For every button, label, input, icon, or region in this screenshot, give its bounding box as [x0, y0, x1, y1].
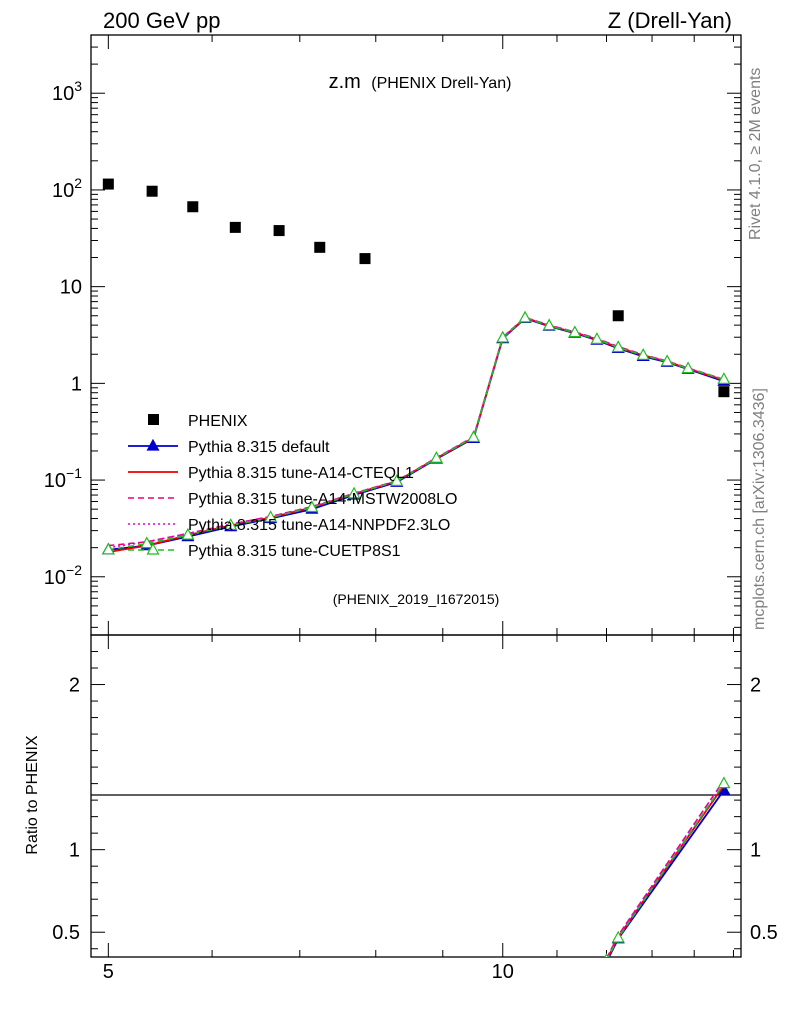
- ratio-marker: [604, 953, 609, 957]
- data-point: [229, 221, 241, 233]
- ratio-line-0: [608, 789, 725, 957]
- y-tick-label-exp: −2: [66, 562, 82, 578]
- plot-title-sub: (PHENIX Drell-Yan): [371, 75, 511, 92]
- series-marker: [305, 500, 319, 513]
- series-marker: [181, 527, 195, 540]
- x-tick-labels: 5 10: [103, 961, 514, 983]
- series-line-3: [108, 316, 725, 549]
- ratio-y-tick-label-right: 0.5: [750, 922, 778, 944]
- data-point: [187, 201, 199, 213]
- data-point: [612, 310, 624, 322]
- series-marker: [660, 354, 674, 367]
- legend-marker: [146, 542, 160, 555]
- mcplots-label: mcplots.cern.ch [arXiv:1306.3436]: [751, 388, 768, 630]
- lower-panel-frame: [90, 634, 742, 958]
- series-marker: [429, 451, 443, 463]
- y-tick-label-base: 10: [44, 470, 66, 492]
- upper-axis-ticks: [91, 34, 741, 635]
- x-tick-label: 5: [103, 961, 114, 983]
- data-point: [314, 241, 326, 253]
- ratio-y-tick-label-right: 2: [750, 675, 761, 697]
- upper-series-group: [101, 310, 731, 555]
- y-tick-label-exp: 2: [74, 175, 82, 191]
- x-tick-label: 10: [492, 961, 514, 983]
- series-marker: [224, 518, 238, 530]
- data-point: [102, 178, 114, 190]
- legend-symbol-data: [148, 414, 159, 425]
- ratio-y-tick-label: 0.5: [52, 922, 80, 944]
- series-marker: [101, 542, 115, 555]
- data-point: [146, 185, 158, 197]
- svg-text:z.m (PHENIX Drell-Yan): z.m (PHENIX Drell-Yan): [329, 71, 512, 93]
- series-marker: [518, 310, 532, 323]
- y-tick-label: 10−1: [44, 465, 82, 492]
- legend-label: Pythia 8.315 tune-A14-NNPDF2.3LO: [188, 517, 450, 534]
- series-marker: [611, 340, 625, 353]
- series-marker: [568, 325, 582, 338]
- ratio-y-tick-label: 1: [69, 840, 80, 862]
- lower-y-tick-labels: 0.5 0.5 1 1 2 2: [52, 675, 778, 945]
- legend-label: Pythia 8.315 tune-A14-CTEQL1: [188, 465, 414, 482]
- data-points-group: [102, 178, 730, 398]
- series-marker: [542, 318, 556, 331]
- y-tick-label-exp: −1: [66, 465, 82, 481]
- y-tick-label: 10: [60, 277, 82, 299]
- series-marker: [140, 536, 154, 549]
- ratio-marker: [717, 776, 731, 789]
- legend-marker: [146, 438, 160, 451]
- legend-label: Pythia 8.315 default: [188, 439, 330, 456]
- data-point: [273, 225, 285, 237]
- y-tick-label: 103: [52, 78, 82, 105]
- data-point: [359, 253, 371, 265]
- header-left: 200 GeV pp: [103, 8, 220, 33]
- y-tick-label: 102: [52, 175, 82, 202]
- lower-panel: 0.5 0.5 1 1 2 2 Ratio to PHENIX: [24, 634, 778, 958]
- series-marker: [681, 361, 695, 374]
- legend: PHENIX Pythia 8.315 default Pythia 8.315 t…: [128, 413, 457, 560]
- analysis-id: (PHENIX_2019_I1672015): [333, 591, 500, 607]
- ratio-y-tick-label-right: 1: [750, 840, 761, 862]
- y-tick-label-base: 10: [44, 567, 66, 589]
- series-marker: [467, 430, 481, 443]
- series-marker: [717, 372, 731, 384]
- series-line-0: [108, 317, 725, 551]
- y-tick-label: 1: [71, 373, 82, 395]
- y-tick-label-base: 1: [71, 373, 82, 395]
- series-marker: [636, 348, 650, 360]
- series-marker: [264, 510, 278, 523]
- ratio-marker: [611, 930, 625, 943]
- series-line-4: [108, 316, 725, 551]
- y-tick-label: 10−2: [44, 562, 82, 589]
- header-right: Z (Drell-Yan): [608, 8, 732, 33]
- rivet-label: Rivet 4.1.0, ≥ 2M events: [747, 68, 764, 240]
- legend-label: PHENIX: [188, 413, 248, 430]
- y-tick-label-base: 10: [52, 83, 74, 105]
- legend-label: Pythia 8.315 tune-CUETP8S1: [188, 543, 401, 560]
- lower-axis-ticks: [91, 635, 741, 957]
- series-marker: [347, 486, 361, 499]
- lower-y-axis-label: Ratio to PHENIX: [24, 735, 41, 854]
- data-point: [718, 386, 730, 398]
- ratio-y-tick-label: 2: [69, 675, 80, 697]
- legend-label: Pythia 8.315 tune-A14-MSTW2008LO: [188, 491, 457, 508]
- y-tick-label-base: 10: [52, 180, 74, 202]
- y-tick-label-exp: 3: [74, 78, 82, 94]
- plot-title-main: z.m: [329, 71, 361, 93]
- y-tick-label-base: 10: [60, 277, 82, 299]
- ratio-series-group: [604, 776, 731, 957]
- series-marker: [496, 330, 510, 343]
- series-marker: [590, 332, 604, 344]
- series-marker: [390, 474, 404, 486]
